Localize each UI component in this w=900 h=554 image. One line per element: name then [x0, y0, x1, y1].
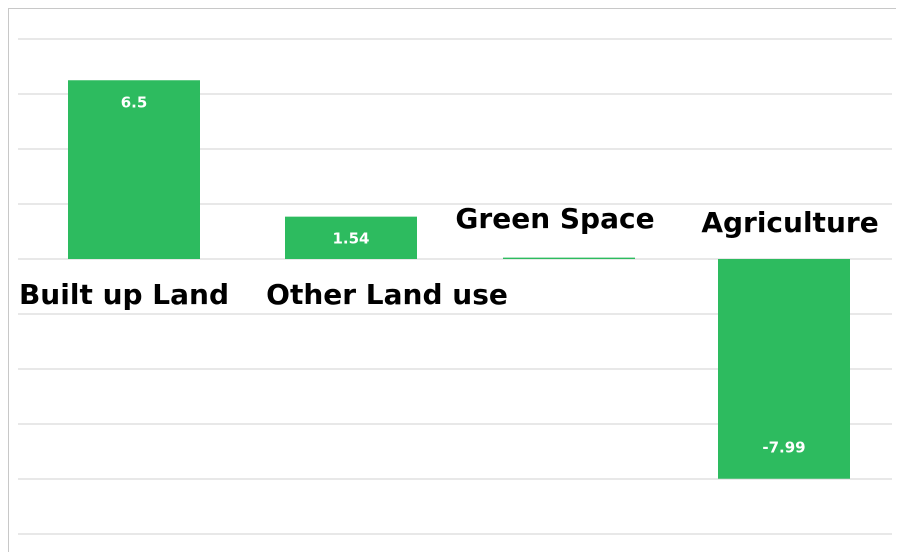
data-label: 6.5 [121, 93, 148, 111]
bar-built-up-land [68, 80, 200, 259]
category-label: Agriculture [701, 206, 878, 239]
bar-green-space [503, 257, 635, 259]
bar-agriculture [718, 259, 850, 479]
bar-other-land-use [285, 216, 417, 259]
category-label: Green Space [455, 202, 654, 235]
bars [68, 80, 850, 479]
category-label: Other Land use [266, 278, 508, 311]
category-label: Built up Land [19, 278, 229, 311]
data-label: -7.99 [762, 439, 805, 457]
data-label: 1.54 [332, 230, 369, 248]
labels: 6.5 Built up Land 1.54 Other Land use Green … [19, 93, 879, 456]
